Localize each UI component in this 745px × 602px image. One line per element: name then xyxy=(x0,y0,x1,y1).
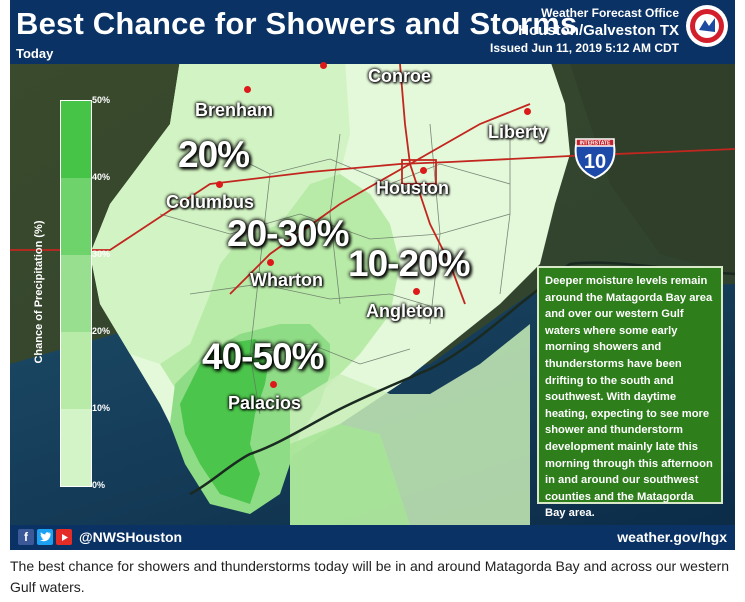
city-liberty: Liberty xyxy=(488,122,549,142)
legend-band xyxy=(61,178,91,255)
interstate-10-icon: INTERSTATE 10 xyxy=(574,138,616,179)
legend-band xyxy=(61,255,91,332)
youtube-icon[interactable] xyxy=(56,529,72,545)
forecast-period: Today xyxy=(16,46,54,61)
graphic-title: Best Chance for Showers and Storms xyxy=(16,6,578,41)
city-palacios: Palacios xyxy=(228,393,302,413)
legend-tick-label: 30% xyxy=(92,249,111,259)
legend-band xyxy=(61,332,91,409)
noaa-nws-logo-icon xyxy=(686,5,728,47)
legend-band xyxy=(61,409,91,486)
city-marker xyxy=(216,181,223,188)
social-links: f @NWSHouston xyxy=(18,529,182,545)
twitter-icon[interactable] xyxy=(37,529,53,545)
legend-band xyxy=(61,101,91,178)
issued-time: Issued Jun 11, 2019 5:12 AM CDT xyxy=(490,41,679,55)
social-handle[interactable]: @NWSHouston xyxy=(79,529,183,545)
city-marker xyxy=(267,259,274,266)
image-caption: The best chance for showers and thunders… xyxy=(10,558,730,595)
city-marker xyxy=(420,167,427,174)
precip-legend xyxy=(60,100,92,487)
forecast-discussion: Deeper moisture levels remain around the… xyxy=(537,266,723,519)
city-marker xyxy=(320,62,327,69)
legend-tick-label: 20% xyxy=(92,326,111,336)
zone-20 xyxy=(90,64,350,364)
legend-title: Chance of Precipitation (%) xyxy=(33,220,45,364)
legend-tick-label: 10% xyxy=(92,403,111,413)
city-houston: Houston xyxy=(376,178,449,198)
facebook-icon[interactable]: f xyxy=(18,529,34,545)
zone-40-50 xyxy=(180,339,270,504)
zone-label-20: 20% xyxy=(178,134,250,175)
forecast-graphic: Best Chance for Showers and Storms Today… xyxy=(10,0,735,550)
office-location: Houston/Galveston TX xyxy=(518,22,679,39)
zone-label-10-20: 10-20% xyxy=(348,243,471,284)
city-brenham: Brenham xyxy=(195,100,274,120)
legend-tick-label: 40% xyxy=(92,172,111,182)
city-wharton: Wharton xyxy=(250,270,323,290)
city-marker xyxy=(413,288,420,295)
city-marker xyxy=(524,108,531,115)
interstate-number: 10 xyxy=(584,151,606,173)
interstate-label: INTERSTATE xyxy=(580,141,611,147)
legend-tick-label: 50% xyxy=(92,95,111,105)
footer-bar: f @NWSHouston weather.gov/hgx xyxy=(10,525,735,550)
city-marker xyxy=(244,86,251,93)
header-bar: Best Chance for Showers and Storms Today… xyxy=(10,0,735,64)
city-angleton: Angleton xyxy=(366,301,444,321)
office-block: Weather Forecast Office Houston/Galvesto… xyxy=(490,6,679,55)
legend-tick-label: 0% xyxy=(92,480,106,490)
city-columbus: Columbus xyxy=(166,192,254,212)
city-marker xyxy=(270,381,277,388)
zone-label-40-50: 40-50% xyxy=(202,336,325,377)
office-name: Weather Forecast Office xyxy=(541,6,679,20)
website-link[interactable]: weather.gov/hgx xyxy=(617,529,727,545)
zone-label-20-30: 20-30% xyxy=(227,213,350,254)
city-conroe: Conroe xyxy=(368,66,431,86)
